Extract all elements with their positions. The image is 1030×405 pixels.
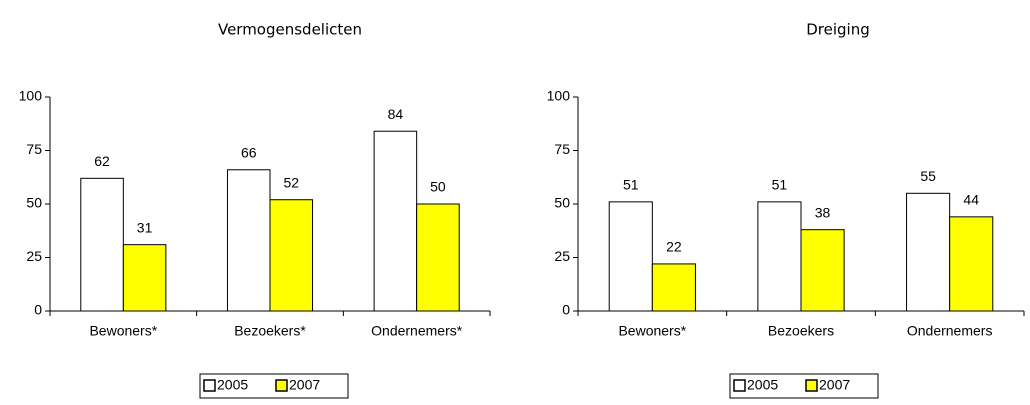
value-label: 22 xyxy=(666,239,682,255)
y-tick-label: 100 xyxy=(547,88,571,104)
value-label: 31 xyxy=(137,219,153,235)
value-label: 51 xyxy=(623,177,639,193)
value-label: 38 xyxy=(815,204,831,220)
x-tick-label: Bewoners* xyxy=(89,323,157,339)
value-label: 51 xyxy=(772,177,788,193)
y-tick-label: 100 xyxy=(19,88,43,104)
value-label: 44 xyxy=(963,192,979,208)
legend-swatch xyxy=(203,379,216,392)
y-tick-label: 50 xyxy=(554,195,570,211)
y-tick-label: 75 xyxy=(26,141,42,157)
y-tick-label: 25 xyxy=(554,248,570,264)
y-tick-label: 50 xyxy=(26,195,42,211)
legend-box xyxy=(729,373,879,399)
y-tick-label: 0 xyxy=(562,302,570,318)
y-tick-label: 75 xyxy=(554,141,570,157)
x-tick-label: Bezoekers xyxy=(768,323,834,339)
value-label: 55 xyxy=(920,168,936,184)
legend-label: 2007 xyxy=(819,377,850,393)
bar xyxy=(608,201,653,312)
chart-title: Vermogensdelicten xyxy=(218,21,362,39)
value-label: 66 xyxy=(241,144,257,160)
y-tick-label: 25 xyxy=(26,248,42,264)
bar xyxy=(949,216,994,312)
legend-swatch xyxy=(805,379,818,392)
x-tick-label: Ondernemers xyxy=(907,323,993,339)
bar xyxy=(122,244,167,312)
bar xyxy=(269,199,314,312)
x-tick-label: Bezoekers* xyxy=(234,323,306,339)
bar xyxy=(80,177,124,312)
bar xyxy=(416,203,460,312)
legend-label: 2005 xyxy=(217,377,248,393)
legend-label: 2007 xyxy=(289,377,320,393)
bar xyxy=(226,169,271,312)
legend-swatch xyxy=(275,379,288,392)
legend-box xyxy=(199,373,349,399)
legend-label: 2005 xyxy=(747,377,778,393)
chart-title: Dreiging xyxy=(806,21,870,39)
x-tick-label: Ondernemers* xyxy=(371,323,463,339)
value-label: 52 xyxy=(283,174,299,190)
value-label: 50 xyxy=(430,179,446,195)
bar xyxy=(651,263,696,312)
y-tick-label: 0 xyxy=(34,302,42,318)
legend-swatch xyxy=(733,379,746,392)
value-label: 62 xyxy=(94,153,110,169)
bar xyxy=(800,229,845,312)
bar xyxy=(373,130,418,312)
bar xyxy=(757,201,802,312)
bar xyxy=(906,192,951,312)
x-tick-label: Bewoners* xyxy=(618,323,686,339)
value-label: 84 xyxy=(388,106,404,122)
